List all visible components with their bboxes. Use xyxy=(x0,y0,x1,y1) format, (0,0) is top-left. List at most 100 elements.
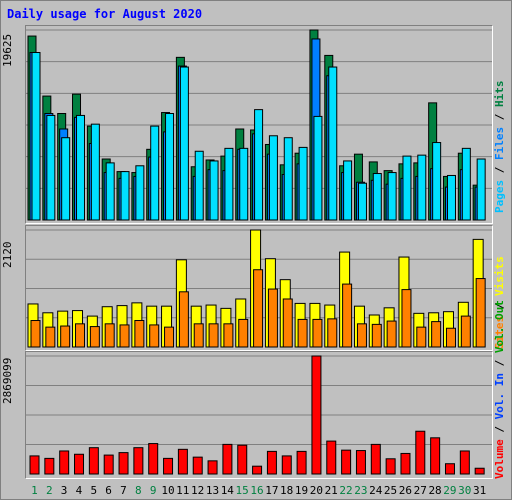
volume-legend-part: Vol. Out xyxy=(493,300,506,354)
sites-sites-bar xyxy=(416,326,427,348)
volume-legend-part: / xyxy=(493,419,506,440)
volume-volume-bar xyxy=(44,457,55,475)
volume-volume-bar xyxy=(252,465,263,475)
sites-sites-bar xyxy=(386,320,397,348)
sites-sites-bar xyxy=(208,323,219,348)
volume-panel xyxy=(25,351,493,479)
hits-legend-part: Pages xyxy=(493,179,506,213)
hits-pages-bar xyxy=(239,147,249,221)
sites-sites-bar xyxy=(45,326,56,348)
sites-sites-bar xyxy=(149,324,160,348)
x-tick-label-day: 26 xyxy=(398,484,412,497)
x-tick-label-day: 7 xyxy=(120,484,127,497)
sites-sites-bar xyxy=(253,269,264,348)
hits-legend-part: Files xyxy=(493,126,506,160)
x-tick-label-day: 22 xyxy=(339,484,353,497)
hits-pages-bar xyxy=(298,146,308,221)
x-tick-label-day: 23 xyxy=(354,484,368,497)
volume-legend-part: Volume xyxy=(493,439,506,479)
hits-pages-bar xyxy=(31,52,41,221)
x-tick-label-day: 21 xyxy=(324,484,338,497)
hits-pages-bar xyxy=(46,114,56,221)
sites-sites-bar xyxy=(297,318,308,348)
volume-volume-bar xyxy=(415,430,426,475)
sites-sites-bar xyxy=(119,324,130,348)
hits-pages-bar xyxy=(224,147,234,221)
hits-pages-bar xyxy=(194,150,204,221)
hits-legend: Pages / Files / Hits xyxy=(493,37,511,214)
hits-pages-bar xyxy=(446,174,456,221)
x-tick-label-day: 11 xyxy=(176,484,190,497)
volume-legend-part: Vol. In xyxy=(493,373,506,420)
hits-pages-bar xyxy=(402,155,412,221)
volume-volume-bar xyxy=(459,450,470,475)
hits-pages-bar xyxy=(387,172,397,221)
hits-y-max-label: 19625 xyxy=(1,33,14,67)
volume-volume-bar xyxy=(177,448,188,475)
x-tick-label-day: 16 xyxy=(250,484,264,497)
x-tick-label-day: 29 xyxy=(443,484,457,497)
volume-legend: Volume / Vol. In / Vol. Out xyxy=(493,300,511,479)
volume-volume-bar xyxy=(444,463,455,475)
volume-volume-bar xyxy=(400,452,411,475)
sites-sites-bar xyxy=(193,323,204,348)
volume-volume-bar xyxy=(430,437,441,475)
x-tick-label-day: 14 xyxy=(220,484,234,497)
sites-sites-bar xyxy=(104,323,115,348)
hits-pages-bar xyxy=(476,158,486,221)
sites-sites-bar xyxy=(178,291,189,348)
volume-volume-bar xyxy=(355,450,366,475)
hits-pages-bar xyxy=(105,162,115,221)
sites-sites-bar xyxy=(342,283,353,348)
hits-pages-bar xyxy=(372,173,382,221)
chart-title: Daily usage for August 2020 xyxy=(7,7,203,21)
x-tick-label-day: 8 xyxy=(134,484,142,497)
x-tick-label-day: 12 xyxy=(191,484,205,497)
volume-volume-bar xyxy=(29,455,40,475)
sites-sites-bar xyxy=(445,327,456,348)
volume-volume-bar xyxy=(88,447,99,475)
volume-volume-bar xyxy=(103,454,114,475)
x-tick-label-day: 13 xyxy=(205,484,220,497)
hits-legend-part: / xyxy=(493,107,506,127)
volume-volume-bar xyxy=(311,355,322,475)
x-tick-label-day: 6 xyxy=(105,484,112,497)
sites-sites-bar xyxy=(460,315,471,348)
x-tick-label-day: 15 xyxy=(235,484,249,497)
x-tick-label-day: 19 xyxy=(294,484,309,497)
volume-volume-bar xyxy=(370,443,381,475)
volume-volume-bar xyxy=(341,449,352,475)
hits-pages-bar xyxy=(209,160,219,221)
hits-pages-bar xyxy=(120,171,130,221)
volume-volume-bar xyxy=(237,444,248,475)
x-tick-label-day: 25 xyxy=(383,484,398,497)
x-tick-label-day: 17 xyxy=(265,484,279,497)
volume-legend-part: / xyxy=(493,353,506,374)
sites-sites-bar xyxy=(267,288,278,348)
x-tick-label-day: 24 xyxy=(369,484,383,497)
x-tick-label-day: 9 xyxy=(149,484,157,497)
sites-sites-bar xyxy=(371,323,382,348)
volume-volume-bar xyxy=(266,450,277,475)
x-tick-label-day: 4 xyxy=(75,484,83,497)
hits-pages-bar xyxy=(268,135,278,221)
sites-sites-bar xyxy=(356,323,367,348)
x-tick-label-day: 28 xyxy=(428,484,442,497)
volume-volume-bar xyxy=(133,447,144,475)
hits-pages-bar xyxy=(179,66,189,221)
x-tick-label-day: 31 xyxy=(472,484,487,497)
x-tick-label-day: 10 xyxy=(161,484,175,497)
volume-volume-bar xyxy=(207,460,218,475)
volume-volume-bar xyxy=(118,452,129,475)
hits-pages-bar xyxy=(432,142,442,221)
x-tick-label-day: 2 xyxy=(45,484,53,497)
volume-volume-bar xyxy=(326,440,337,475)
sites-y-max-label: 2120 xyxy=(1,241,14,269)
hits-pages-bar xyxy=(313,115,323,221)
x-tick-label-day: 1 xyxy=(31,484,38,497)
sites-sites-bar xyxy=(238,318,249,348)
volume-volume-bar xyxy=(281,455,292,475)
x-tick-label-day: 30 xyxy=(458,484,472,497)
x-axis-day-labels: 1 2 3 4 5 6 7 8 9 10 11 12 13 14 15 16 17 18 19 20 21 22 23 24 2… xyxy=(25,484,491,498)
hits-pages-bar xyxy=(328,66,338,221)
